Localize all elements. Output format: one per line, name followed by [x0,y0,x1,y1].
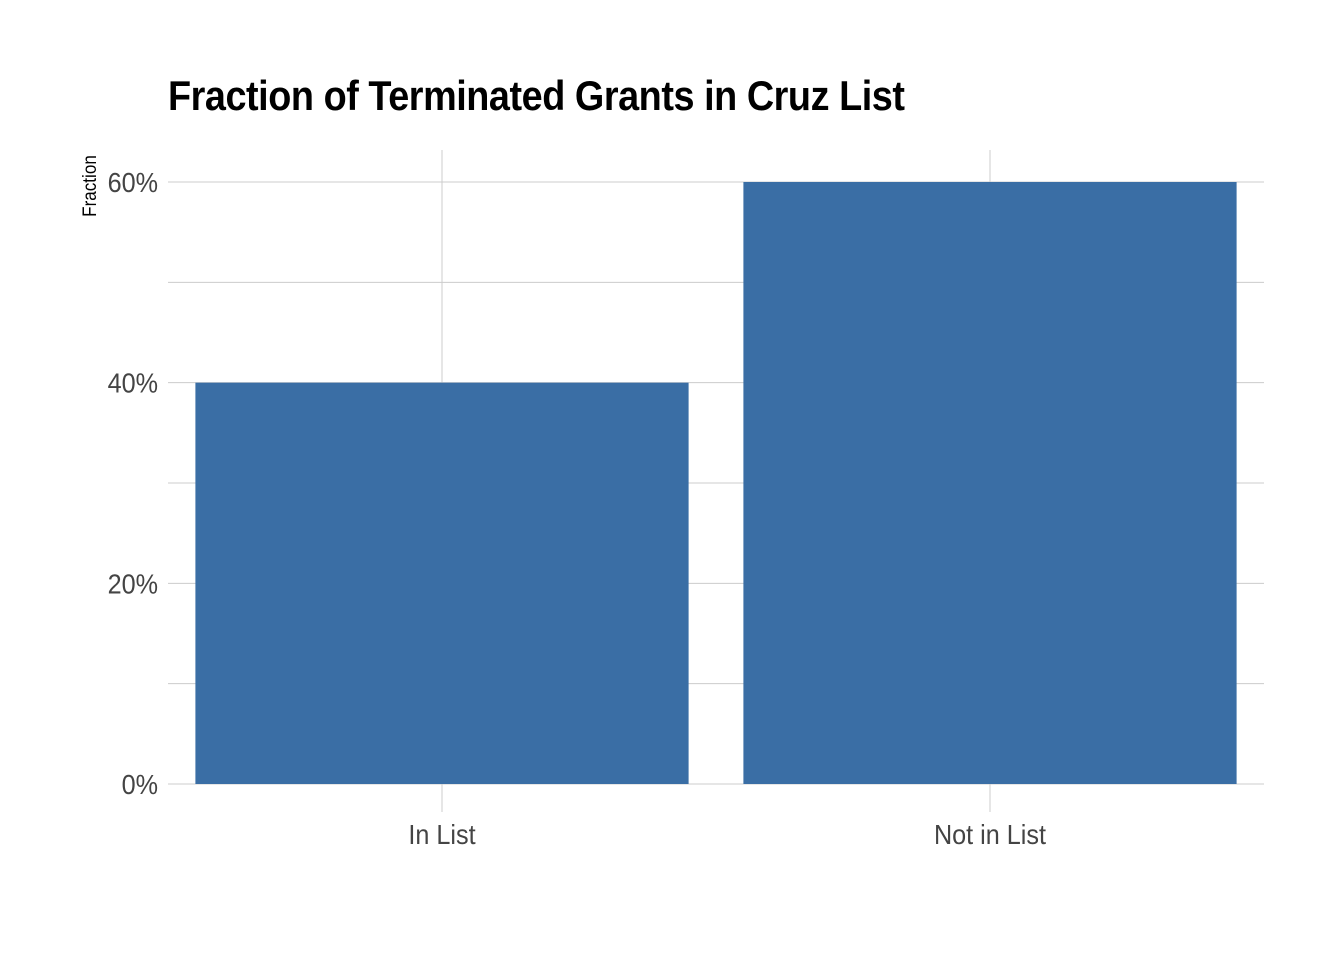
y-axis-label: Fraction [79,155,100,217]
y-tick-label: 60% [108,167,158,199]
chart-title: Fraction of Terminated Grants in Cruz Li… [168,72,905,119]
bar [743,182,1237,784]
y-tick-label: 40% [108,367,158,399]
y-tick-label: 20% [108,568,158,600]
y-tick-label: 0% [122,769,158,801]
bar [195,382,689,784]
x-tick-label: Not in List [934,819,1047,851]
x-tick-label: In List [408,819,476,851]
